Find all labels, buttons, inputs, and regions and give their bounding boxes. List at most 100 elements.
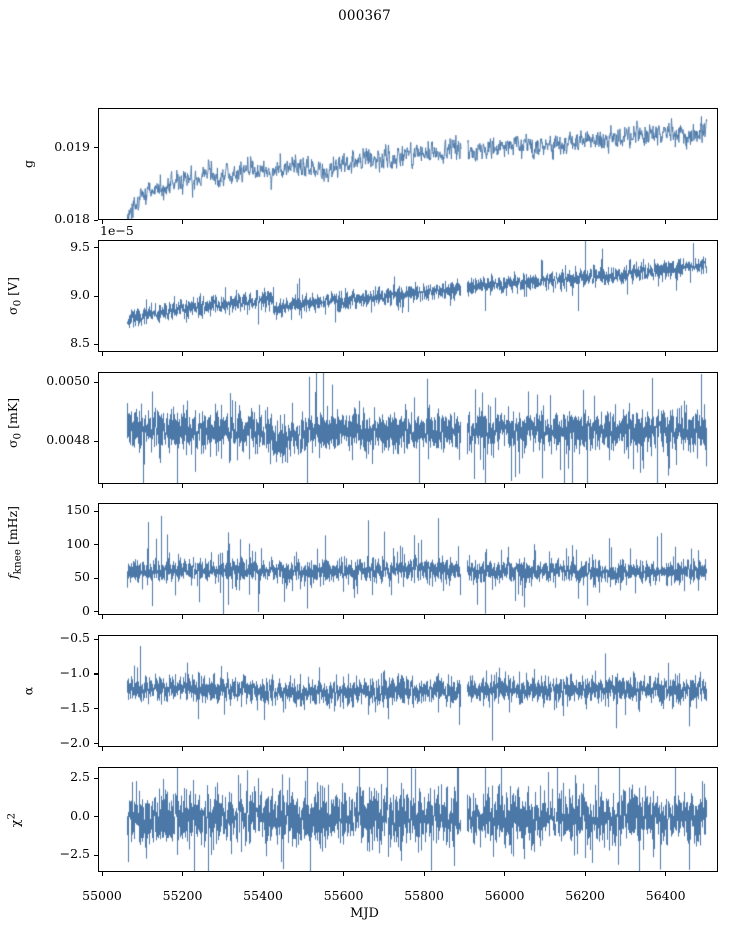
y-axis-label-panel-5: χ2 xyxy=(5,812,23,827)
x-tick-mark-p3-3 xyxy=(343,615,345,619)
y-tick-mark-p1-2 xyxy=(94,247,98,249)
x-tick-mark-p3-2 xyxy=(262,615,264,619)
y-tick-label-p1-1: 9.0 xyxy=(70,287,90,302)
x-tick-mark-p2-5 xyxy=(504,484,506,488)
y-tick-mark-p1-0 xyxy=(94,343,98,345)
y-tick-label-p5-0: −2.5 xyxy=(59,846,90,862)
plot-panel-5 xyxy=(98,767,718,872)
x-tick-mark-p1-0 xyxy=(101,352,103,356)
y-tick-mark-p4-0 xyxy=(94,638,98,640)
x-tick-mark-p1-3 xyxy=(343,352,345,356)
x-tick-label-3: 55600 xyxy=(323,888,364,903)
x-tick-mark-p2-7 xyxy=(665,484,667,488)
y-tick-mark-p5-2 xyxy=(94,777,98,780)
x-tick-mark-p5-6 xyxy=(584,872,586,876)
y-tick-mark-p3-2 xyxy=(94,544,98,546)
x-tick-mark-p4-6 xyxy=(584,747,586,751)
x-tick-mark-p3-4 xyxy=(423,615,425,619)
x-tick-mark-p3-7 xyxy=(665,615,667,619)
y-tick-label-p5-1: 0.0 xyxy=(70,807,90,823)
x-tick-mark-p4-4 xyxy=(423,747,425,751)
y-tick-label-p0-1: 0.019 xyxy=(54,138,90,154)
x-tick-mark-p0-2 xyxy=(262,220,264,224)
y-tick-mark-p5-1 xyxy=(94,816,98,818)
x-tick-mark-p4-0 xyxy=(101,747,103,751)
x-tick-mark-p1-5 xyxy=(504,352,506,356)
x-tick-mark-p5-4 xyxy=(423,872,425,876)
y-tick-mark-p1-1 xyxy=(94,295,98,297)
x-tick-mark-p1-2 xyxy=(262,352,264,356)
plot-panel-1 xyxy=(98,240,718,352)
x-tick-mark-p2-6 xyxy=(584,484,586,488)
x-tick-mark-p4-1 xyxy=(182,747,184,751)
x-tick-mark-p5-0 xyxy=(101,872,103,876)
x-tick-label-7: 56400 xyxy=(645,888,686,903)
x-tick-mark-p4-3 xyxy=(343,747,345,751)
x-tick-mark-p2-0 xyxy=(101,484,103,488)
series-canvas-4 xyxy=(99,636,717,746)
x-tick-label-0: 55000 xyxy=(82,888,122,903)
x-tick-mark-p3-1 xyxy=(182,615,184,619)
x-tick-mark-p1-1 xyxy=(182,352,184,356)
x-tick-mark-p4-5 xyxy=(504,747,506,751)
x-tick-mark-p0-0 xyxy=(101,220,103,224)
y-tick-mark-p4-3 xyxy=(94,743,98,745)
y-axis-label-panel-4: α xyxy=(20,686,36,696)
x-tick-label-6: 56200 xyxy=(565,888,606,903)
y-tick-label-p1-2: 9.5 xyxy=(70,238,90,254)
x-tick-mark-p1-6 xyxy=(584,352,586,356)
series-canvas-1 xyxy=(99,241,717,351)
y-tick-mark-p0-1 xyxy=(94,147,98,149)
series-canvas-5 xyxy=(99,768,717,871)
figure-title: 000367 xyxy=(338,8,391,24)
plot-panel-3 xyxy=(98,503,718,615)
y-tick-mark-p5-0 xyxy=(94,854,98,856)
x-tick-label-4: 55800 xyxy=(404,888,444,903)
x-tick-mark-p0-7 xyxy=(665,220,667,224)
x-tick-mark-p0-4 xyxy=(423,220,425,224)
x-tick-mark-p5-2 xyxy=(262,872,264,876)
plot-panel-2 xyxy=(98,372,718,484)
x-axis-label: MJD xyxy=(350,906,379,921)
y-tick-label-p5-2: 2.5 xyxy=(70,769,90,785)
x-tick-mark-p0-3 xyxy=(343,220,345,224)
x-tick-mark-p5-1 xyxy=(182,872,184,876)
y-tick-label-p3-0: 0 xyxy=(82,602,90,618)
x-tick-mark-p1-7 xyxy=(665,352,667,356)
y-tick-label-p2-0: 0.0048 xyxy=(46,432,90,448)
y-tick-label-p4-0: −0.5 xyxy=(59,630,90,646)
x-tick-mark-p0-1 xyxy=(182,220,184,224)
x-tick-mark-p4-7 xyxy=(665,747,667,751)
y-axis-offset-text-panel-1: 1e−5 xyxy=(100,223,134,238)
plot-panel-0 xyxy=(98,108,718,220)
y-tick-label-p1-0: 8.5 xyxy=(70,335,90,351)
y-tick-mark-p2-0 xyxy=(94,440,98,442)
x-tick-mark-p3-5 xyxy=(504,615,506,619)
x-tick-mark-p5-3 xyxy=(343,872,345,876)
x-tick-label-2: 55400 xyxy=(243,888,283,903)
y-tick-mark-p3-3 xyxy=(94,510,98,512)
x-tick-mark-p3-0 xyxy=(101,615,103,619)
plot-panel-4 xyxy=(98,635,718,747)
series-canvas-3 xyxy=(99,504,717,614)
x-tick-mark-p0-5 xyxy=(504,220,506,224)
series-canvas-2 xyxy=(99,373,717,483)
x-tick-mark-p3-6 xyxy=(584,615,586,619)
x-tick-label-1: 55200 xyxy=(162,888,203,903)
x-tick-mark-p5-5 xyxy=(504,872,506,876)
y-tick-mark-p0-0 xyxy=(94,219,98,221)
y-tick-mark-p4-2 xyxy=(94,708,98,710)
y-axis-label-panel-3: fknee [mHz] xyxy=(4,505,24,579)
x-tick-mark-p2-4 xyxy=(423,484,425,488)
x-tick-mark-p2-2 xyxy=(262,484,264,488)
x-tick-mark-p2-3 xyxy=(343,484,345,488)
y-tick-label-p3-1: 50 xyxy=(74,569,90,585)
y-tick-mark-p3-1 xyxy=(94,577,98,579)
y-tick-mark-p4-1 xyxy=(94,673,98,675)
y-tick-label-p0-0: 0.018 xyxy=(54,211,90,226)
y-tick-mark-p2-1 xyxy=(94,381,98,383)
x-tick-mark-p1-4 xyxy=(423,352,425,356)
y-axis-label-panel-0: g xyxy=(20,160,36,169)
y-tick-label-p2-1: 0.0050 xyxy=(46,373,90,389)
